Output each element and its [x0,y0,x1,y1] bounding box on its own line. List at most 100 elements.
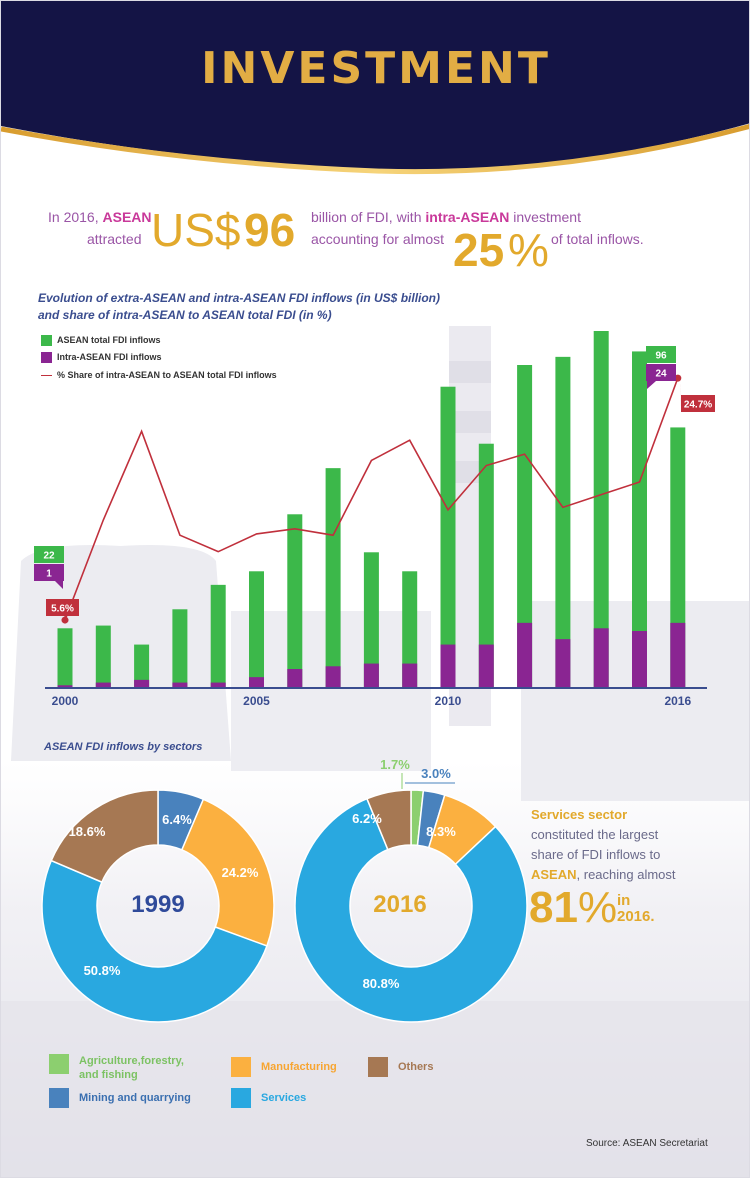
callout-2000-total: 22 [43,551,55,562]
bar-total-2001 [95,625,111,688]
share-point-2016 [674,374,682,382]
sector-label-agriculture-1: Agriculture,forestry, [79,1055,184,1067]
intro-part5: of total inflows. [551,231,644,247]
chart-title-line1: Evolution of extra-ASEAN and intra-ASEAN… [38,291,441,305]
chart-title-line2: and share of intra-ASEAN to ASEAN total … [38,308,332,322]
callout-2016-intra: 24 [655,369,667,380]
sector-legend-mining: Mining and quarrying [49,1088,229,1110]
legend-swatch-purple [41,352,52,364]
legend-line-red [41,374,52,377]
sector-label-services: Services [261,1092,307,1104]
source-note: Source: ASEAN Secretariat [586,1138,708,1149]
bar-intra-2015 [632,631,647,688]
sector-swatch-services [231,1088,251,1108]
bar-total-2007 [325,468,341,688]
slice-services [41,859,268,1023]
sector-label-manufacturing: Manufacturing [261,1061,337,1073]
slice-label-manufacturing: 24.2% [222,865,259,880]
bar-intra-2012 [517,622,533,688]
services-big-pct: % [577,883,618,932]
bar-intra-2011 [478,644,494,688]
services-big-stat: 81% in 2016. [529,883,655,933]
intro-pct-symbol: % [508,224,549,276]
x-tick-2000: 2000 [52,694,79,708]
sector-label-agriculture-2: and fishing [79,1069,138,1081]
bar-intra-2008 [363,663,379,688]
donut-1999-year: 1999 [131,891,185,918]
sector-swatch-mining [49,1088,69,1108]
services-note-line2: constituted the largest [531,827,659,842]
sector-swatch-others [368,1057,388,1077]
services-big-year: in 2016. [617,893,655,925]
share-line [64,377,679,621]
callout-2000-intra: 1 [46,569,52,580]
callout-2000-share: 5.6% [51,604,74,615]
x-tick-2016: 2016 [664,694,691,708]
sector-legend-others: Others [368,1057,468,1079]
bar-total-2002 [134,644,150,688]
slice-others [365,789,412,851]
bar-total-2005 [249,571,264,688]
slice-label-others: 6.2% [352,811,382,826]
intro-usd: US$ [151,204,241,256]
slice-label-manufacturing: 8.3% [426,824,456,839]
bar-intra-2016 [670,622,686,688]
slice-label-others: 18.6% [69,824,106,839]
sector-label-others: Others [398,1061,434,1073]
callout-2016-share-box [681,395,715,412]
fdi-bar-line-chart: 2000 2005 2010 2016 22 1 5.6% 96 24 24.7% [34,331,715,708]
bar-intra-2010 [440,644,456,688]
callout-2000-intra-box [34,564,64,581]
slice-label-services: 50.8% [84,963,121,978]
callout-2016-intra-pointer [647,381,656,389]
intro-part4: accounting for almost [311,231,445,247]
slice-label-agriculture-forestry-and-fishing: 1.7% [380,757,410,772]
intro-amount: 96 [244,204,296,256]
x-tick-2005: 2005 [243,694,270,708]
intro-part1: In 2016, ASEAN [48,209,152,225]
header-banner [1,1,749,175]
bar-total-2006 [287,514,303,688]
callout-2000-total-box [34,546,64,563]
bar-total-2010 [440,386,456,688]
bar-total-2015 [632,351,647,688]
bar-intra-2001 [95,682,111,688]
services-in: in [617,892,631,909]
donut-chart-1999: 6.4% 24.2% 50.8% 18.6% [41,789,275,1023]
bar-total-2004 [210,584,226,688]
page-title: INVESTMENT [201,43,551,94]
bar-total-2011 [478,443,494,688]
callout-2016-intra-box [646,364,676,381]
callout-2016-total: 96 [655,351,667,362]
callout-2000-intra-pointer [55,581,63,589]
services-note-heading: Services sector [531,807,628,822]
slice-label-mining-and-quarrying: 6.4% [162,812,192,827]
bar-intra-2014 [593,628,609,688]
bar-intra-2003 [172,682,188,688]
bar-intra-2005 [249,677,264,688]
legend-item-total: ASEAN total FDI inflows [41,335,161,347]
intro-investment: investment [513,209,581,225]
bar-total-2014 [593,331,609,688]
donut-chart-2016: 1.7% 3.0% 8.3% 80.8% 6.2% [294,757,528,1023]
callout-2016-total-box [646,346,676,363]
sector-legend-services: Services [231,1088,371,1110]
chart-title: Evolution of extra-ASEAN and intra-ASEAN… [38,290,440,324]
sectors-title: ASEAN FDI inflows by sectors [44,741,203,753]
bar-intra-2009 [402,663,418,688]
services-note: Services sector constituted the largest … [531,805,731,885]
bar-intra-2006 [287,669,303,688]
legend-label-share: % Share of intra-ASEAN to ASEAN total FD… [57,370,277,380]
bar-intra-2004 [210,682,226,688]
callout-2000-share-box [46,599,79,616]
legend-item-share: % Share of intra-ASEAN to ASEAN total FD… [41,370,277,380]
sector-swatch-manufacturing [231,1057,251,1077]
bar-total-2008 [363,552,379,688]
intro-in-2016: In 2016, [48,209,99,225]
services-year: 2016. [617,908,655,925]
bar-total-2012 [517,365,533,688]
bar-total-2013 [555,356,571,688]
intro-pct-number: 25 [453,224,505,276]
bar-total-2003 [172,609,188,688]
